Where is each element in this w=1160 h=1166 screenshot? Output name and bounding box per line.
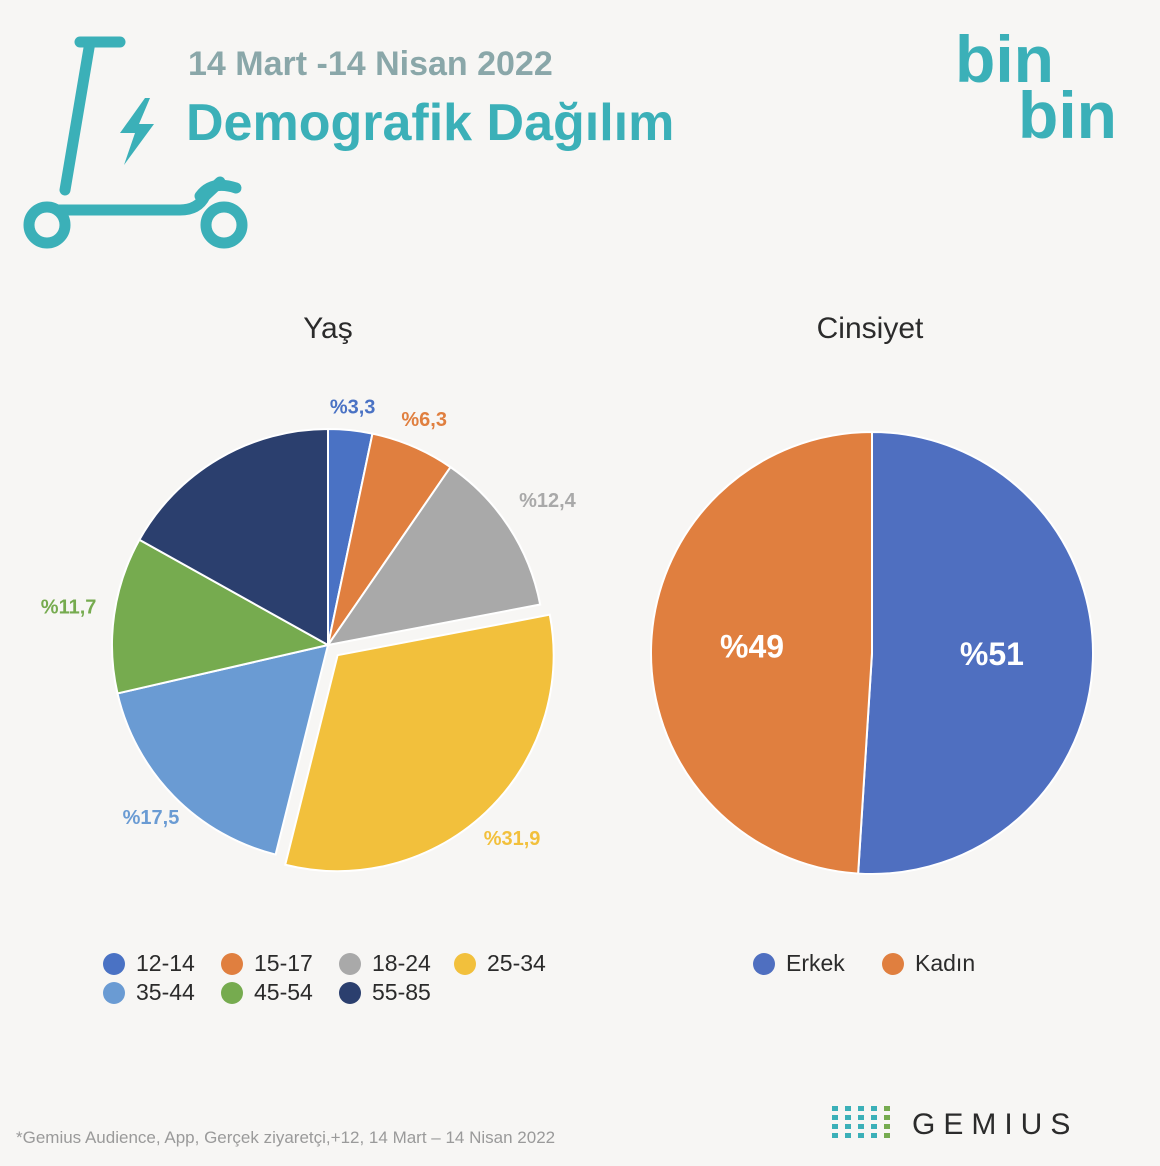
legend-marker-12-14 bbox=[103, 953, 125, 975]
gemius-dot bbox=[871, 1106, 877, 1111]
gemius-dot bbox=[871, 1115, 877, 1120]
gemius-dot bbox=[871, 1133, 877, 1138]
gemius-dot bbox=[845, 1124, 851, 1129]
gender-pie-chart bbox=[649, 430, 1094, 875]
pie-data-label-erkek: %51 bbox=[960, 636, 1024, 672]
legend-marker-kadın bbox=[882, 953, 904, 975]
brand-logo-line2: bin bbox=[1018, 78, 1117, 152]
gemius-dot bbox=[858, 1133, 864, 1138]
page-title: Demografik Dağılım bbox=[186, 94, 674, 152]
legend-marker-45-54 bbox=[221, 982, 243, 1004]
gemius-dot bbox=[858, 1106, 864, 1111]
legend-label-55-85: 55-85 bbox=[372, 979, 431, 1005]
legend-marker-25-34 bbox=[454, 953, 476, 975]
pie-slice-18-24 bbox=[325, 465, 542, 647]
electric-scooter-icon bbox=[23, 36, 248, 249]
footnote: *Gemius Audience, App, Gerçek ziyaretçi,… bbox=[16, 1128, 555, 1147]
age-pie-chart bbox=[111, 427, 555, 873]
gemius-dot bbox=[832, 1115, 838, 1120]
gemius-dot bbox=[845, 1115, 851, 1120]
pie-data-label-45-54: %11,7 bbox=[41, 596, 97, 618]
date-range: 14 Mart -14 Nisan 2022 bbox=[188, 45, 553, 83]
pie-slice-35-44 bbox=[116, 643, 330, 856]
gemius-dot bbox=[845, 1133, 851, 1138]
legend-marker-erkek bbox=[753, 953, 775, 975]
legend-label-kadın: Kadın bbox=[915, 950, 975, 976]
age-chart-title: Yaş bbox=[303, 312, 352, 345]
gender-pie-data-labels: %51 %49 bbox=[720, 629, 1024, 673]
gemius-dot bbox=[871, 1124, 877, 1129]
gemius-dot-grid-icon bbox=[832, 1106, 890, 1138]
lightning-bolt-icon bbox=[120, 98, 154, 165]
legend-marker-15-17 bbox=[221, 953, 243, 975]
gender-legend: Erkek Kadın bbox=[753, 950, 975, 976]
gemius-dot bbox=[858, 1115, 864, 1120]
gemius-dot bbox=[884, 1115, 890, 1120]
gemius-dot bbox=[832, 1106, 838, 1111]
pie-slice-55-85 bbox=[138, 427, 329, 647]
pie-data-label-15-17: %6,3 bbox=[401, 409, 447, 431]
gemius-dot bbox=[884, 1124, 890, 1129]
legend-marker-35-44 bbox=[103, 982, 125, 1004]
legend-label-18-24: 18-24 bbox=[372, 950, 431, 976]
legend-label-15-17: 15-17 bbox=[254, 950, 313, 976]
age-pie-data-labels: %3,3 %6,3 %12,4 %31,9 %17,5 %11,7 bbox=[41, 397, 577, 851]
legend-label-35-44: 35-44 bbox=[136, 979, 195, 1005]
pie-slice-45-54 bbox=[111, 538, 331, 695]
gemius-dot bbox=[858, 1124, 864, 1129]
legend-marker-55-85 bbox=[339, 982, 361, 1004]
legend-label-45-54: 45-54 bbox=[254, 979, 313, 1005]
pie-slice-25-34 bbox=[284, 613, 555, 873]
legend-label-25-34: 25-34 bbox=[487, 950, 546, 976]
pie-data-label-12-14: %3,3 bbox=[330, 397, 376, 419]
gender-chart-title: Cinsiyet bbox=[817, 312, 924, 345]
pie-data-label-25-34: %31,9 bbox=[484, 828, 541, 850]
gemius-dot bbox=[884, 1106, 890, 1111]
brand-logo-line1: bin bbox=[955, 22, 1054, 96]
pie-slice-erkek bbox=[857, 430, 1094, 875]
legend-label-12-14: 12-14 bbox=[136, 950, 195, 976]
gemius-dot bbox=[832, 1133, 838, 1138]
pie-slice-kadın bbox=[649, 430, 873, 875]
gemius-dot bbox=[832, 1124, 838, 1129]
source-brand: GEMIUS bbox=[912, 1108, 1078, 1141]
pie-data-label-35-44: %17,5 bbox=[123, 807, 180, 829]
legend-marker-18-24 bbox=[339, 953, 361, 975]
legend-label-erkek: Erkek bbox=[786, 950, 845, 976]
pie-data-label-kadın: %49 bbox=[720, 629, 784, 665]
gemius-dot bbox=[884, 1133, 890, 1138]
gemius-dot bbox=[845, 1106, 851, 1111]
pie-data-label-18-24: %12,4 bbox=[519, 490, 577, 512]
age-legend: 12-14 15-17 18-24 25-34 35-44 45-54 55-85 bbox=[103, 950, 546, 1005]
